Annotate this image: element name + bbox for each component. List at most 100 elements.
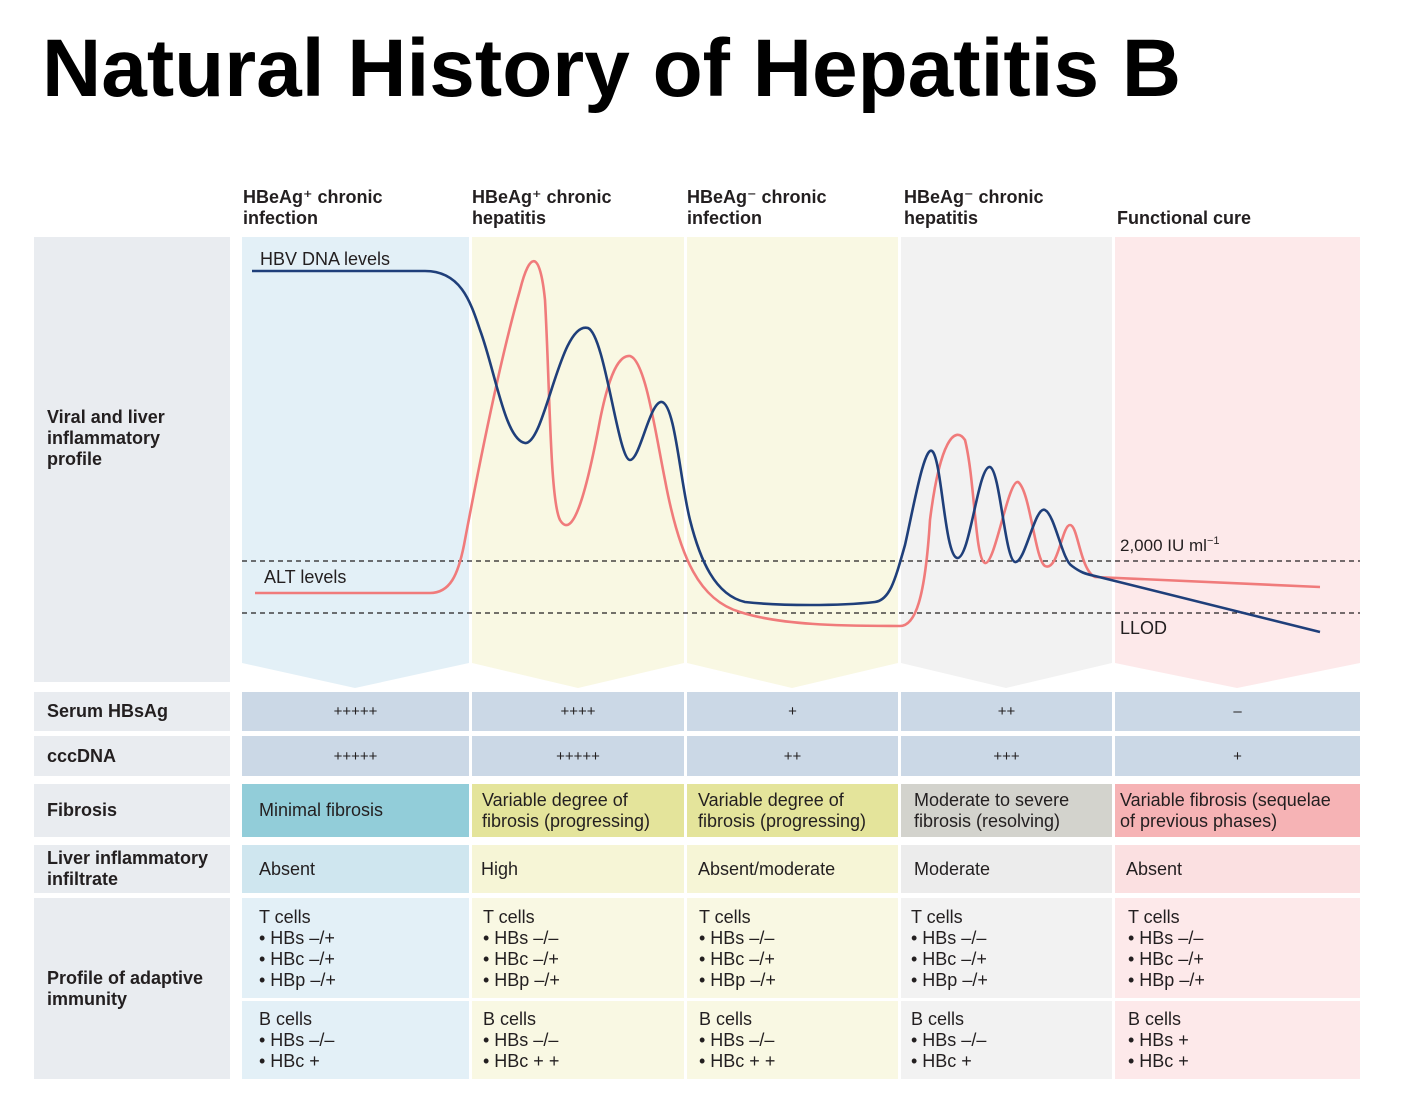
phase-band-1 (242, 237, 469, 688)
list-item: • HBc –/+ (483, 949, 559, 969)
cell-heading: T cells (259, 907, 311, 927)
phase-header-line: infection (687, 208, 762, 228)
cell-text: fibrosis (progressing) (698, 810, 867, 831)
threshold-label: 2,000 IU ml−1 (1120, 535, 1219, 555)
page-title: Natural History of Hepatitis B (42, 23, 1182, 114)
cell-text: of previous phases) (1120, 810, 1278, 831)
cell-text: Minimal fibrosis (259, 800, 384, 820)
b-cells-cell: B cells • HBs –/– • HBc + + (687, 1001, 898, 1079)
b-cells-cell: B cells • HBs –/– • HBc + (242, 1001, 469, 1079)
list-item: • HBp –/+ (259, 970, 336, 990)
phase-header-4: HBeAg⁻ chronic hepatitis (904, 187, 1044, 229)
list-item: • HBs –/– (699, 1030, 775, 1050)
phase-band-3 (687, 237, 898, 688)
fibrosis-cell: Variable degree of fibrosis (progressing) (687, 784, 898, 837)
t-cells-cell: T cells • HBs –/– • HBc –/+ • HBp –/+ (687, 898, 898, 998)
hbv-dna-label: HBV DNA levels (260, 249, 390, 269)
t-cells-cell: T cells • HBs –/+ • HBc –/+ • HBp –/+ (242, 898, 469, 998)
list-item: • HBc + (911, 1051, 972, 1071)
cell-heading: B cells (483, 1009, 537, 1029)
infiltrate-cell: Absent/moderate (687, 845, 898, 893)
phase-header-line: hepatitis (472, 208, 547, 228)
row-label-cccdna: cccDNA (34, 736, 230, 776)
row-label-serum-hbsag: Serum HBsAg (34, 692, 230, 731)
cccdna-cell: +++ (901, 736, 1112, 776)
cell-text: fibrosis (progressing) (482, 810, 651, 831)
list-item: • HBs –/+ (259, 928, 335, 948)
t-cells-cell: T cells • HBs –/– • HBc –/+ • HBp –/+ (1115, 898, 1360, 998)
serum-hbsag-cell: +++++ (242, 692, 469, 731)
list-item: • HBs –/– (483, 1030, 559, 1050)
phase-band-4 (901, 237, 1112, 688)
serum-hbsag-cell: ++++ (472, 692, 684, 731)
list-item: • HBs –/– (911, 1030, 987, 1050)
cccdna-cell: ++ (687, 736, 898, 776)
row-label-fibrosis: Fibrosis (34, 784, 230, 837)
list-item: • HBc –/+ (911, 949, 987, 969)
b-cells-cell: B cells • HBs –/– • HBc + + (472, 1001, 684, 1079)
fibrosis-cell: Variable degree of fibrosis (progressing) (472, 784, 684, 837)
phase-header-2: HBeAg⁺ chronic hepatitis (472, 187, 612, 229)
cccdna-cell: +++++ (472, 736, 684, 776)
list-item: • HBc + + (699, 1051, 776, 1071)
list-item: • HBp –/+ (699, 970, 776, 990)
infiltrate-cell: Absent (1115, 845, 1360, 893)
phase-header-line: HBeAg⁺ chronic (243, 187, 383, 207)
cell-heading: T cells (911, 907, 963, 927)
fibrosis-cell: Variable fibrosis (sequelae of previous p… (1115, 784, 1360, 837)
phase-header-line: hepatitis (904, 208, 979, 228)
cccdna-cell: +++++ (242, 736, 469, 776)
cell-text: Variable fibrosis (sequelae (1120, 789, 1331, 810)
list-item: • HBs –/– (911, 928, 987, 948)
list-item: • HBc –/+ (1128, 949, 1204, 969)
cell-heading: B cells (1128, 1009, 1182, 1029)
phase-header-line: infection (243, 208, 318, 228)
phase-band-5 (1115, 237, 1360, 688)
viral-profile-chart: HBV DNA levels ALT levels 2,000 IU ml−1 … (242, 237, 1360, 688)
phase-band-2 (472, 237, 684, 688)
t-cells-cell: T cells • HBs –/– • HBc –/+ • HBp –/+ (472, 898, 684, 998)
list-item: • HBs –/– (259, 1030, 335, 1050)
serum-hbsag-cell: – (1115, 692, 1360, 731)
phase-header-1: HBeAg⁺ chronic infection (243, 187, 383, 229)
t-cells-cell: T cells • HBs –/– • HBc –/+ • HBp –/+ (901, 898, 1112, 998)
list-item: • HBs –/– (699, 928, 775, 948)
b-cells-cell: B cells • HBs + • HBc + (1115, 1001, 1360, 1079)
list-item: • HBp –/+ (1128, 970, 1205, 990)
list-item: • HBs –/– (1128, 928, 1204, 948)
list-item: • HBp –/+ (911, 970, 988, 990)
list-item: • HBc + (1128, 1051, 1189, 1071)
phase-header-3: HBeAg⁻ chronic infection (687, 187, 827, 229)
hbv-dna-levels-line (252, 269, 1321, 634)
phase-header-5: Functional cure (1117, 187, 1251, 229)
row-label-viral-profile: Viral and liver inflammatory profile (34, 237, 230, 682)
list-item: • HBs + (1128, 1030, 1189, 1050)
fibrosis-cell: Minimal fibrosis (242, 784, 469, 837)
cell-heading: B cells (699, 1009, 753, 1029)
phase-header-line: HBeAg⁻ chronic (687, 187, 827, 207)
b-cells-cell: B cells • HBs –/– • HBc + (901, 1001, 1112, 1079)
list-item: • HBc + (259, 1051, 320, 1071)
cell-text: fibrosis (resolving) (914, 810, 1061, 831)
list-item: • HBc –/+ (699, 949, 775, 969)
phase-header-line: Functional cure (1117, 208, 1252, 228)
infiltrate-cell: Moderate (901, 845, 1112, 893)
fibrosis-cell: Moderate to severe fibrosis (resolving) (901, 784, 1112, 837)
cell-text: Moderate to severe (914, 789, 1070, 810)
alt-levels-line (255, 259, 1321, 628)
infiltrate-cell: Absent (242, 845, 469, 893)
serum-hbsag-cell: + (687, 692, 898, 731)
cell-heading: B cells (259, 1009, 313, 1029)
phase-header-line: HBeAg⁺ chronic (472, 187, 612, 207)
cell-heading: T cells (483, 907, 535, 927)
llod-label: LLOD (1120, 618, 1167, 638)
list-item: • HBc + + (483, 1051, 560, 1071)
alt-label: ALT levels (264, 567, 346, 587)
infiltrate-cell: High (472, 845, 684, 893)
list-item: • HBp –/+ (483, 970, 560, 990)
cell-heading: T cells (699, 907, 751, 927)
list-item: • HBs –/– (483, 928, 559, 948)
cell-heading: B cells (911, 1009, 965, 1029)
list-item: • HBc –/+ (259, 949, 335, 969)
phase-header-line: HBeAg⁻ chronic (904, 187, 1044, 207)
